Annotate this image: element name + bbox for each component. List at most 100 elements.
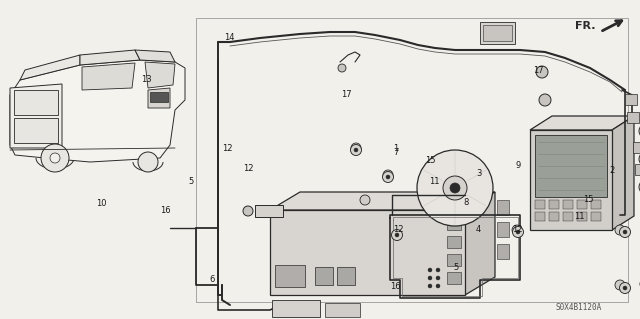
Circle shape [513,226,524,238]
Circle shape [417,150,493,226]
Circle shape [138,152,158,172]
Circle shape [623,230,627,234]
Text: 15: 15 [425,156,435,165]
Text: 3: 3 [476,169,481,178]
Polygon shape [530,116,634,130]
Bar [549,212,559,221]
Circle shape [536,66,548,78]
Polygon shape [10,84,62,148]
Bar [337,267,355,285]
Circle shape [512,225,522,235]
Bar [14,118,58,143]
Circle shape [443,176,467,200]
Circle shape [395,233,399,237]
Circle shape [620,226,630,238]
Text: 6: 6 [210,275,215,284]
Circle shape [516,230,520,234]
Polygon shape [325,303,360,317]
Bar [14,90,58,115]
Circle shape [436,284,440,288]
Bar [577,200,587,209]
Polygon shape [272,300,320,317]
Bar [563,212,573,221]
Bar [447,272,461,284]
Circle shape [436,276,440,280]
Text: 12: 12 [512,225,522,234]
Bar [150,92,168,102]
Text: 11: 11 [574,212,584,221]
Bar [483,25,512,41]
Bar [447,254,461,266]
Bar [497,244,509,259]
Polygon shape [135,50,175,62]
Bar [447,218,461,230]
Bar [497,200,509,215]
Text: 8: 8 [463,198,468,207]
Bar [633,142,640,153]
Bar [447,236,461,248]
Polygon shape [612,116,634,230]
Text: 4: 4 [476,225,481,234]
Text: 13: 13 [141,75,151,84]
Bar [480,22,515,44]
Polygon shape [80,50,140,65]
Bar [591,212,601,221]
Circle shape [386,175,390,179]
Bar [535,200,545,209]
Circle shape [41,144,69,172]
Text: 12: 12 [393,225,403,234]
Bar [196,18,628,302]
Circle shape [338,64,346,72]
Polygon shape [10,60,185,162]
Polygon shape [530,130,612,230]
Text: 16: 16 [160,206,170,215]
Circle shape [383,170,393,180]
Polygon shape [270,210,465,295]
Circle shape [639,180,640,194]
Circle shape [623,286,627,290]
Circle shape [615,280,625,290]
Circle shape [50,153,60,163]
Bar [635,164,640,175]
Polygon shape [270,192,495,210]
Circle shape [428,276,432,280]
Circle shape [392,229,403,241]
Text: 17: 17 [534,66,544,75]
Text: 5: 5 [453,263,458,272]
Polygon shape [82,63,135,90]
Text: 12: 12 [243,164,253,173]
Text: 17: 17 [342,90,352,99]
Text: 14: 14 [224,33,234,42]
Polygon shape [148,88,170,108]
Text: 12: 12 [222,144,232,153]
Bar [627,112,639,123]
Circle shape [620,283,630,293]
Bar [549,200,559,209]
Polygon shape [20,55,80,80]
Circle shape [360,195,370,205]
Text: FR.: FR. [575,21,596,31]
Circle shape [436,268,440,272]
Circle shape [243,206,253,216]
Circle shape [450,183,460,193]
Text: 16: 16 [390,282,401,291]
Text: 2: 2 [610,166,615,175]
Text: 10: 10 [96,199,106,208]
Text: 7: 7 [393,148,398,157]
Circle shape [639,152,640,166]
Circle shape [351,145,362,155]
Circle shape [428,284,432,288]
Bar [275,265,305,287]
Text: 1: 1 [393,144,398,153]
Text: 9: 9 [516,161,521,170]
Circle shape [383,172,394,182]
Bar [535,135,607,197]
Bar [255,205,283,217]
Bar [591,200,601,209]
Bar [315,267,333,285]
Circle shape [615,225,625,235]
Bar [497,222,509,237]
Circle shape [354,148,358,152]
Bar [563,200,573,209]
Polygon shape [465,192,495,295]
